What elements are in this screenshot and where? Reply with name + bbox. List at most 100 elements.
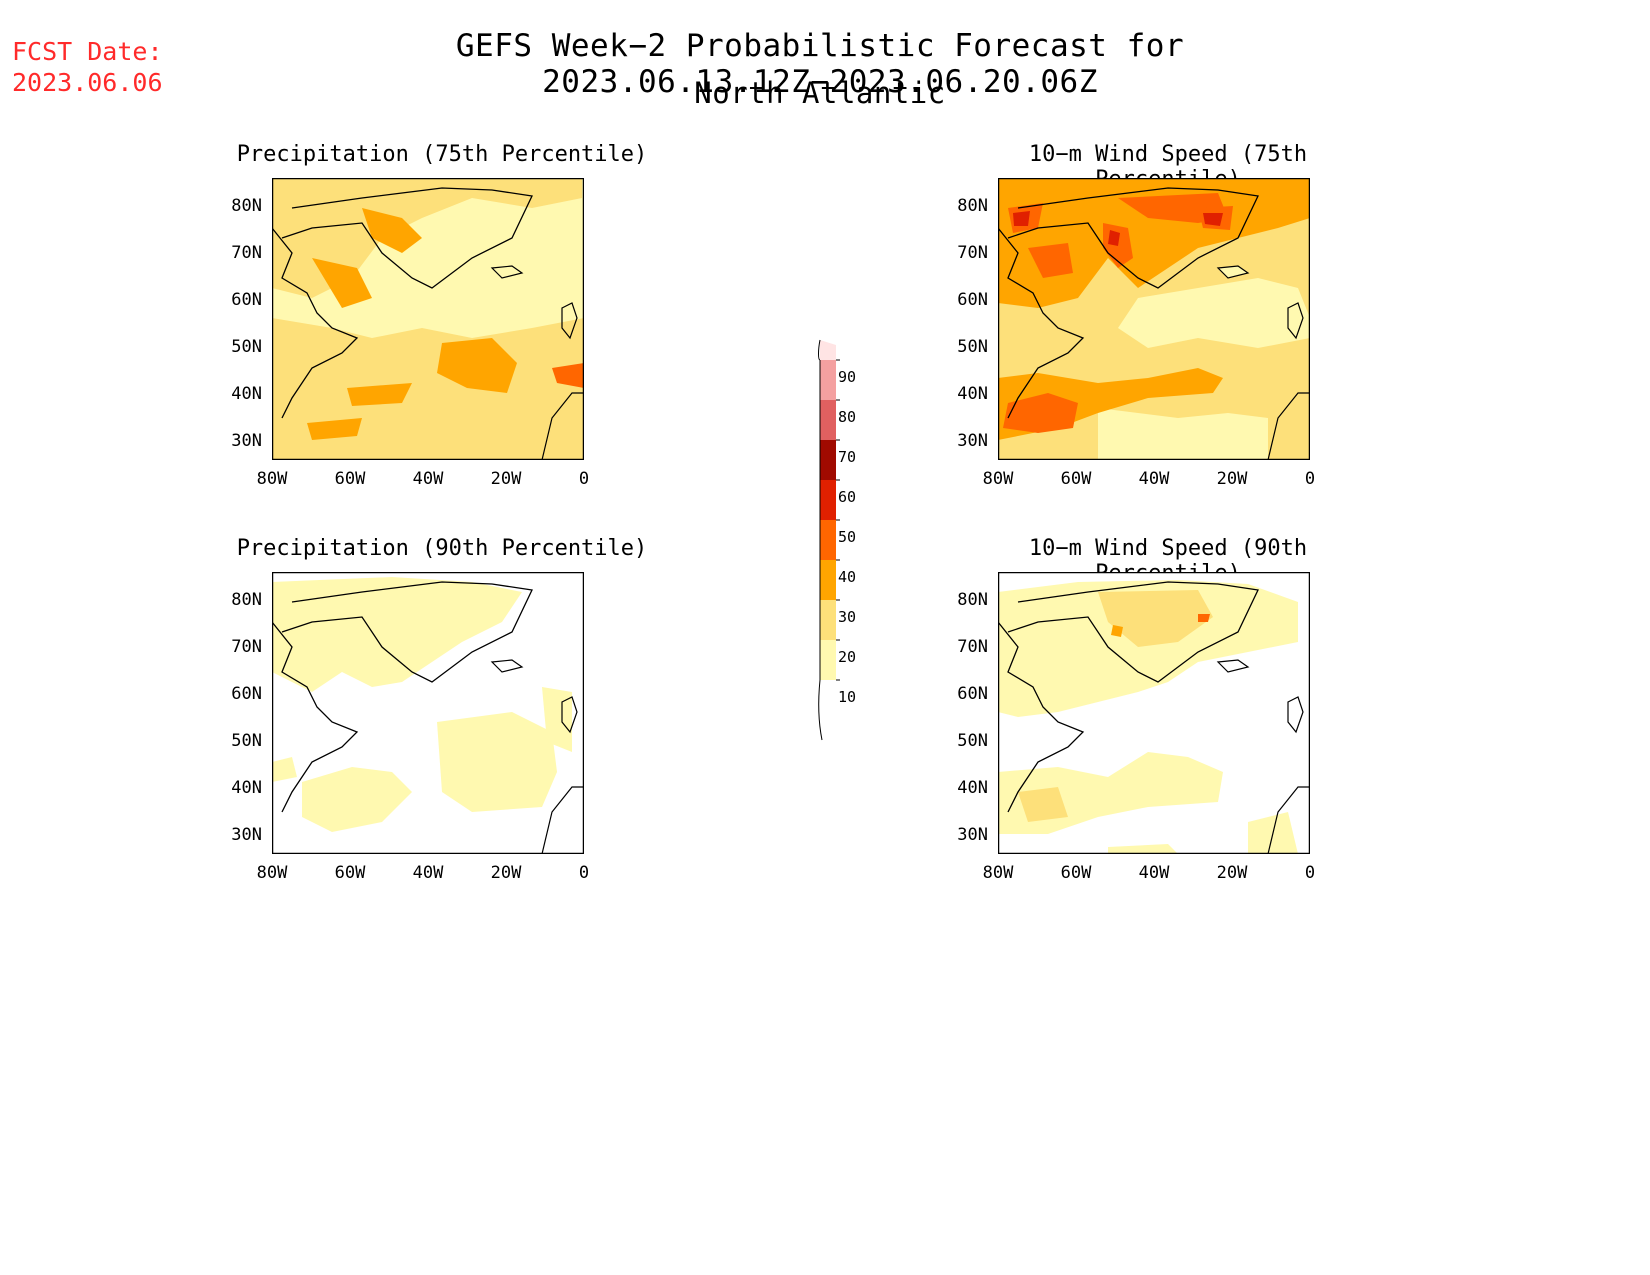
- lat-label: 40N: [957, 384, 988, 404]
- panel-wind-75: 10−m Wind Speed (75th Percentile) 80N 70…: [957, 142, 1378, 502]
- lat-label: 50N: [231, 731, 262, 751]
- contour-40: [1198, 614, 1210, 622]
- colorbar-swatch: [820, 440, 836, 480]
- lon-label: 0: [1304, 863, 1316, 883]
- contour-40: [552, 363, 584, 388]
- lon-label: 60W: [334, 863, 366, 883]
- lon-label: 40W: [412, 469, 444, 489]
- contour-30: [307, 418, 362, 440]
- britain-coast: [561, 696, 578, 734]
- lat-label: 60N: [231, 684, 262, 704]
- colorbar-label: 80: [838, 408, 857, 426]
- lon-label: 0: [578, 469, 590, 489]
- colorbar-swatch: [820, 560, 836, 600]
- lat-label: 70N: [231, 243, 262, 263]
- contour-20: [1018, 787, 1068, 822]
- contour-10: [302, 767, 412, 832]
- lon-label: 40W: [412, 863, 444, 883]
- lon-label: 60W: [1060, 469, 1092, 489]
- lon-label: 20W: [490, 469, 522, 489]
- north-america-coast: [272, 227, 359, 419]
- colorbar-swatch: [820, 640, 836, 680]
- contour-10: [1118, 278, 1310, 348]
- iceland-coast: [490, 265, 524, 279]
- lat-label: 60N: [231, 290, 262, 310]
- contour-10: [1098, 408, 1268, 460]
- map-wind-75: [998, 178, 1310, 460]
- contour-20: [1098, 590, 1213, 647]
- contour-30: [437, 338, 517, 393]
- lat-label: 40N: [231, 778, 262, 798]
- colorbar-top-cap: [820, 340, 836, 360]
- region-subtitle: North Atlantic: [694, 76, 946, 110]
- colorbar-graphic: [818, 339, 840, 741]
- map-frame: [272, 572, 584, 854]
- contour-10: [437, 712, 557, 812]
- lon-label: 0: [1304, 469, 1316, 489]
- lon-label: 80W: [982, 469, 1014, 489]
- lat-label: 80N: [231, 590, 262, 610]
- lat-label: 50N: [957, 337, 988, 357]
- colorbar-swatch: [820, 400, 836, 440]
- north-america-coast: [272, 621, 359, 813]
- lon-label: 20W: [1216, 863, 1248, 883]
- lon-label: 60W: [1060, 863, 1092, 883]
- greenland-coast: [1007, 581, 1259, 683]
- panel-title: Precipitation (75th Percentile): [236, 142, 648, 167]
- greenland-coast: [1007, 187, 1259, 289]
- lat-label: 50N: [231, 337, 262, 357]
- lat-label: 30N: [231, 825, 262, 845]
- lon-label: 60W: [334, 469, 366, 489]
- colorbar-swatch: [820, 480, 836, 520]
- colorbar-swatch: [820, 360, 836, 400]
- contour-50: [1203, 213, 1223, 226]
- lon-label: 80W: [982, 863, 1014, 883]
- colorbar-label: 40: [838, 568, 857, 586]
- lon-label: 80W: [256, 863, 288, 883]
- lon-label: 40W: [1138, 469, 1170, 489]
- colorbar-swatch: [820, 520, 836, 560]
- contour-50: [1108, 230, 1120, 246]
- lat-label: 80N: [957, 196, 988, 216]
- colorbar-swatch: [820, 600, 836, 640]
- page-title: GEFS Week−2 Probabilistic Forecast for 2…: [455, 28, 1185, 100]
- contour-10: [272, 577, 522, 692]
- map-wind-90: [998, 572, 1310, 854]
- contour-30: [347, 383, 412, 406]
- map-frame: [272, 178, 584, 460]
- lat-label: 60N: [957, 684, 988, 704]
- iceland-coast: [1216, 265, 1250, 279]
- contour-30: [312, 258, 372, 308]
- lat-label: 30N: [957, 431, 988, 451]
- contour-10: [1108, 844, 1178, 854]
- lat-label: 50N: [957, 731, 988, 751]
- lat-label: 80N: [231, 196, 262, 216]
- britain-coast: [561, 302, 578, 340]
- contour-50: [1013, 211, 1030, 226]
- map-frame: [998, 572, 1310, 854]
- lon-label: 80W: [256, 469, 288, 489]
- europe-africa-coast: [541, 786, 584, 854]
- britain-coast: [1287, 696, 1304, 734]
- britain-coast: [1287, 302, 1304, 340]
- lat-label: 70N: [231, 637, 262, 657]
- lat-label: 30N: [231, 431, 262, 451]
- colorbar-label: 20: [838, 648, 857, 666]
- iceland-coast: [490, 659, 524, 673]
- panel-wind-90: 10−m Wind Speed (90th Percentile) 80N 70…: [957, 536, 1378, 896]
- colorbar-label: 50: [838, 528, 857, 546]
- map-precip-75: [272, 178, 584, 460]
- contour-10: [998, 580, 1298, 717]
- iceland-coast: [1216, 659, 1250, 673]
- lat-label: 70N: [957, 637, 988, 657]
- lat-label: 30N: [957, 825, 988, 845]
- contour-10: [542, 687, 572, 752]
- contour-40: [1003, 393, 1078, 433]
- fcst-date: 2023.06.06: [12, 68, 163, 97]
- contour-30: [1111, 625, 1123, 637]
- lon-label: 0: [578, 863, 590, 883]
- lat-label: 40N: [957, 778, 988, 798]
- panel-precip-75: Precipitation (75th Percentile) 80N 70N …: [231, 142, 652, 502]
- colorbar-label: 90: [838, 368, 857, 386]
- lat-label: 80N: [957, 590, 988, 610]
